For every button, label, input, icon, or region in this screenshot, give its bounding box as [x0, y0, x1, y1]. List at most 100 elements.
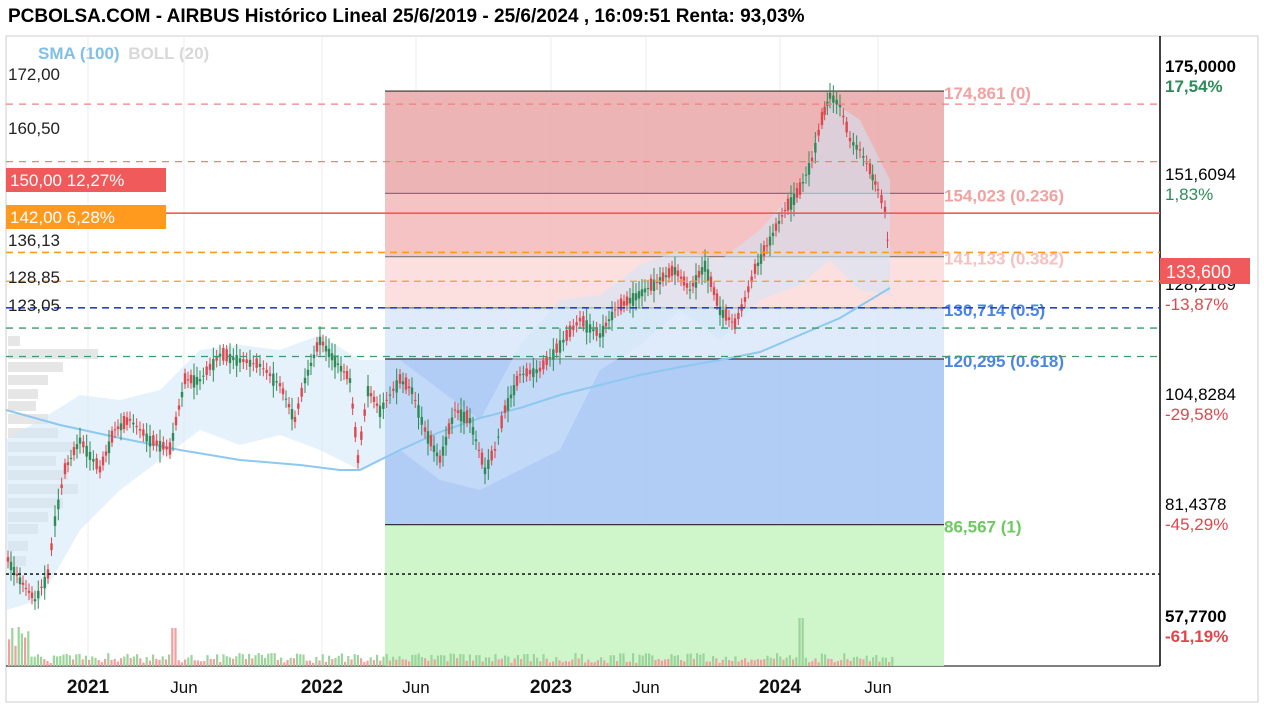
volume-bar [856, 656, 859, 666]
volume-bar [494, 654, 497, 666]
sma-legend[interactable]: SMA (100) [38, 44, 120, 63]
left-level-label: 136,13 [8, 231, 60, 250]
candle-body [783, 209, 787, 211]
candle-body [552, 349, 555, 360]
candle-body [823, 106, 826, 115]
volume-bar [136, 654, 139, 666]
volume-bar [852, 657, 855, 666]
candle-body [631, 293, 635, 306]
volume-bar [107, 653, 110, 666]
candle-body [208, 363, 212, 370]
volume-bar [708, 661, 711, 666]
volume-bar [14, 645, 17, 666]
candle-body [474, 439, 478, 442]
volume-bar [312, 662, 315, 666]
volume-bar [667, 658, 670, 666]
candle-body [75, 444, 79, 450]
candle-body [202, 375, 205, 377]
candle-body [759, 254, 763, 264]
volume-bar [398, 656, 401, 666]
boll-legend[interactable]: BOLL (20) [128, 44, 210, 63]
candle-body [215, 356, 218, 361]
volume-profile-bar [8, 389, 38, 399]
volume-bar [747, 662, 750, 666]
volume-bar [382, 656, 385, 666]
candle-body [595, 327, 598, 336]
candle-body [128, 418, 132, 421]
volume-bar [660, 660, 663, 666]
candle-body [592, 329, 595, 332]
volume-profile-bar [8, 375, 48, 385]
volume-bar [161, 656, 164, 666]
volume-bar [36, 654, 39, 666]
volume-bar [65, 653, 68, 666]
volume-bar [238, 653, 241, 666]
candle-body [354, 426, 357, 438]
volume-bar [603, 660, 606, 666]
volume-bar [452, 653, 455, 666]
candle-body [855, 144, 858, 150]
volume-bar [152, 654, 155, 666]
candle-body [363, 409, 366, 416]
candle-body [471, 427, 475, 435]
candle-body [43, 576, 46, 589]
candle-body [312, 354, 316, 359]
right-axis-pct: -61,19% [1165, 627, 1228, 646]
candle-body [324, 345, 328, 352]
fib-label: 154,023 (0.236) [944, 186, 1064, 205]
volume-bar [824, 654, 827, 666]
candle-body [177, 405, 181, 410]
volume-bar [296, 653, 299, 666]
volume-bar [779, 656, 782, 666]
volume-bar [219, 661, 222, 666]
volume-bar [596, 660, 599, 666]
volume-bar [408, 661, 411, 666]
volume-bar [216, 654, 219, 666]
candle-body [297, 403, 300, 409]
candle-body [293, 416, 297, 422]
candle-body [789, 197, 793, 210]
volume-bar [164, 659, 167, 666]
volume-bar [574, 653, 577, 666]
candle-body [601, 325, 605, 337]
candle-body [876, 189, 880, 191]
candle-body [53, 516, 57, 526]
candle-body [661, 272, 665, 282]
volume-bar [363, 661, 366, 666]
volume-bar [510, 662, 513, 666]
volume-bar [33, 656, 36, 666]
chart-title: PCBOLSA.COM - AIRBUS Histórico Lineal 25… [8, 6, 805, 27]
volume-bar [299, 654, 302, 666]
candle-body [625, 296, 629, 306]
right-axis-pct: -45,29% [1165, 515, 1228, 534]
candle-body [817, 129, 820, 136]
candle-body [733, 318, 737, 330]
volume-profile-bar [8, 414, 48, 424]
volume-bar [334, 657, 337, 666]
candle-body [532, 368, 535, 377]
candle-body [258, 363, 262, 367]
volume-bar [673, 655, 676, 666]
candle-body [142, 429, 145, 436]
volume-bar [171, 628, 174, 666]
volume-bar [27, 631, 30, 666]
candle-body [712, 287, 716, 296]
candle-body [225, 349, 228, 362]
volume-bar [516, 655, 519, 666]
candle-body [640, 289, 644, 297]
volume-bar [692, 658, 695, 666]
volume-bar [20, 633, 23, 666]
fib-label: 141,133 (0.382) [944, 250, 1064, 269]
volume-bar [817, 662, 820, 666]
candle-body [303, 377, 307, 384]
candle-body [807, 162, 811, 175]
candle-body [404, 377, 408, 390]
candle-body [232, 357, 235, 361]
volume-bar [884, 657, 887, 666]
volume-bar [120, 658, 123, 666]
volume-bar [625, 661, 628, 666]
candle-body [369, 393, 373, 397]
x-tick-label: Jun [864, 678, 891, 697]
candle-body [407, 386, 411, 389]
